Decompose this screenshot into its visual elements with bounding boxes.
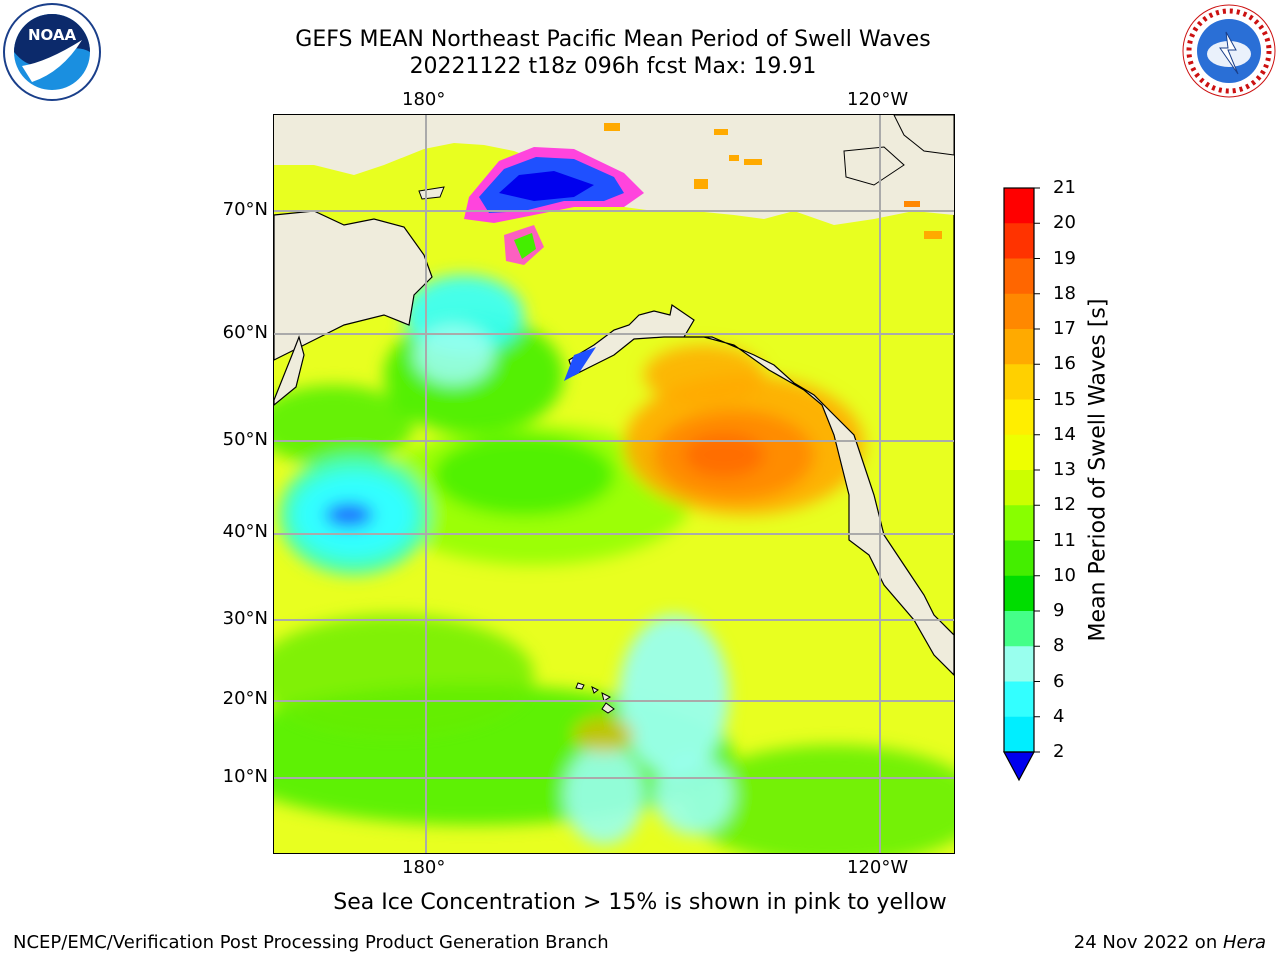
- colorbar-tick-label: 4: [1053, 705, 1065, 727]
- lat-label-70n: 70°N: [222, 199, 268, 220]
- colorbar-tick-label: 13: [1053, 459, 1076, 480]
- colorbar-extend-arrow: [1002, 751, 1036, 782]
- colorbar-bin: [1004, 364, 1034, 400]
- colorbar-tick-label: 19: [1053, 247, 1076, 269]
- colorbar-bin: [1004, 329, 1034, 365]
- colorbar-bin: [1004, 434, 1034, 471]
- footer-host: Hera: [1222, 932, 1266, 953]
- colorbar-tick-label: 14: [1053, 423, 1076, 445]
- footer-date: 24 Nov 2022 on Hera: [1074, 932, 1266, 953]
- colorbar-bin: [1004, 575, 1034, 612]
- colorbar-tick-label: 10: [1053, 564, 1076, 586]
- lat-label-40n: 40°N: [222, 521, 268, 542]
- colorbar-bin: [1004, 716, 1034, 753]
- lat-label-60n: 60°N: [222, 322, 268, 343]
- colorbar-tick-label: 20: [1053, 212, 1076, 234]
- lat-label-50n: 50°N: [222, 429, 268, 450]
- colorbar: [1002, 187, 1040, 782]
- top-lon-label-120w: 120°W: [847, 89, 909, 110]
- top-lon-label-180: 180°: [402, 89, 446, 110]
- colorbar-bin: [1004, 399, 1034, 436]
- noaa-logo: NOAA: [2, 2, 102, 102]
- colorbar-bin: [1004, 258, 1034, 295]
- colorbar-tick-label: 15: [1053, 388, 1076, 410]
- colorbar-tick-label: 11: [1053, 529, 1076, 551]
- lat-label-30n: 30°N: [222, 608, 268, 629]
- swell-cyan-south: [619, 615, 729, 775]
- colorbar-tick-label: 12: [1053, 494, 1076, 516]
- colorbar-bin: [1004, 646, 1034, 682]
- lat-label-10n: 10°N: [222, 766, 268, 787]
- colorbar-label: Mean Period of Swell Waves [s]: [1085, 298, 1111, 642]
- colorbar-tick-label: 2: [1053, 741, 1065, 762]
- colorbar-tick-label: 17: [1053, 318, 1076, 339]
- colorbar-bin: [1004, 470, 1034, 506]
- footer-credit: NCEP/EMC/Verification Post Processing Pr…: [13, 932, 609, 953]
- bottom-lon-label-180: 180°: [402, 857, 446, 878]
- lat-label-20n: 20°N: [222, 688, 268, 709]
- bottom-lon-label-120w: 120°W: [847, 857, 909, 878]
- nws-logo: [1180, 2, 1278, 100]
- graticule: [274, 115, 954, 853]
- colorbar-tick-label: 18: [1053, 282, 1076, 304]
- footer-date-text: 24 Nov 2022 on: [1073, 932, 1223, 953]
- chart-title: GEFS MEAN Northeast Pacific Mean Period …: [295, 27, 931, 52]
- colorbar-bin: [1004, 611, 1034, 647]
- sea-ice-note: Sea Ice Concentration > 15% is shown in …: [333, 890, 947, 915]
- chart-subtitle: 20221122 t18z 096h fcst Max: 19.91: [409, 54, 817, 79]
- colorbar-bin: [1004, 293, 1034, 330]
- land-hawaii: [575, 682, 615, 714]
- colorbar-bin: [1004, 681, 1034, 718]
- colorbar-bin: [1004, 540, 1034, 577]
- colorbar-tick-label: 9: [1053, 600, 1065, 621]
- colorbar-tick-label: 21: [1053, 177, 1076, 198]
- map-panel: [273, 114, 955, 854]
- colorbar-bin: [1004, 188, 1034, 224]
- colorbar-bin: [1004, 505, 1034, 541]
- colorbar-tick-label: 6: [1053, 670, 1065, 692]
- colorbar-tick-label: 8: [1053, 635, 1065, 657]
- noaa-logo-text: NOAA: [28, 26, 77, 44]
- colorbar-bin: [1004, 223, 1034, 259]
- colorbar-tick-label: 16: [1053, 353, 1076, 375]
